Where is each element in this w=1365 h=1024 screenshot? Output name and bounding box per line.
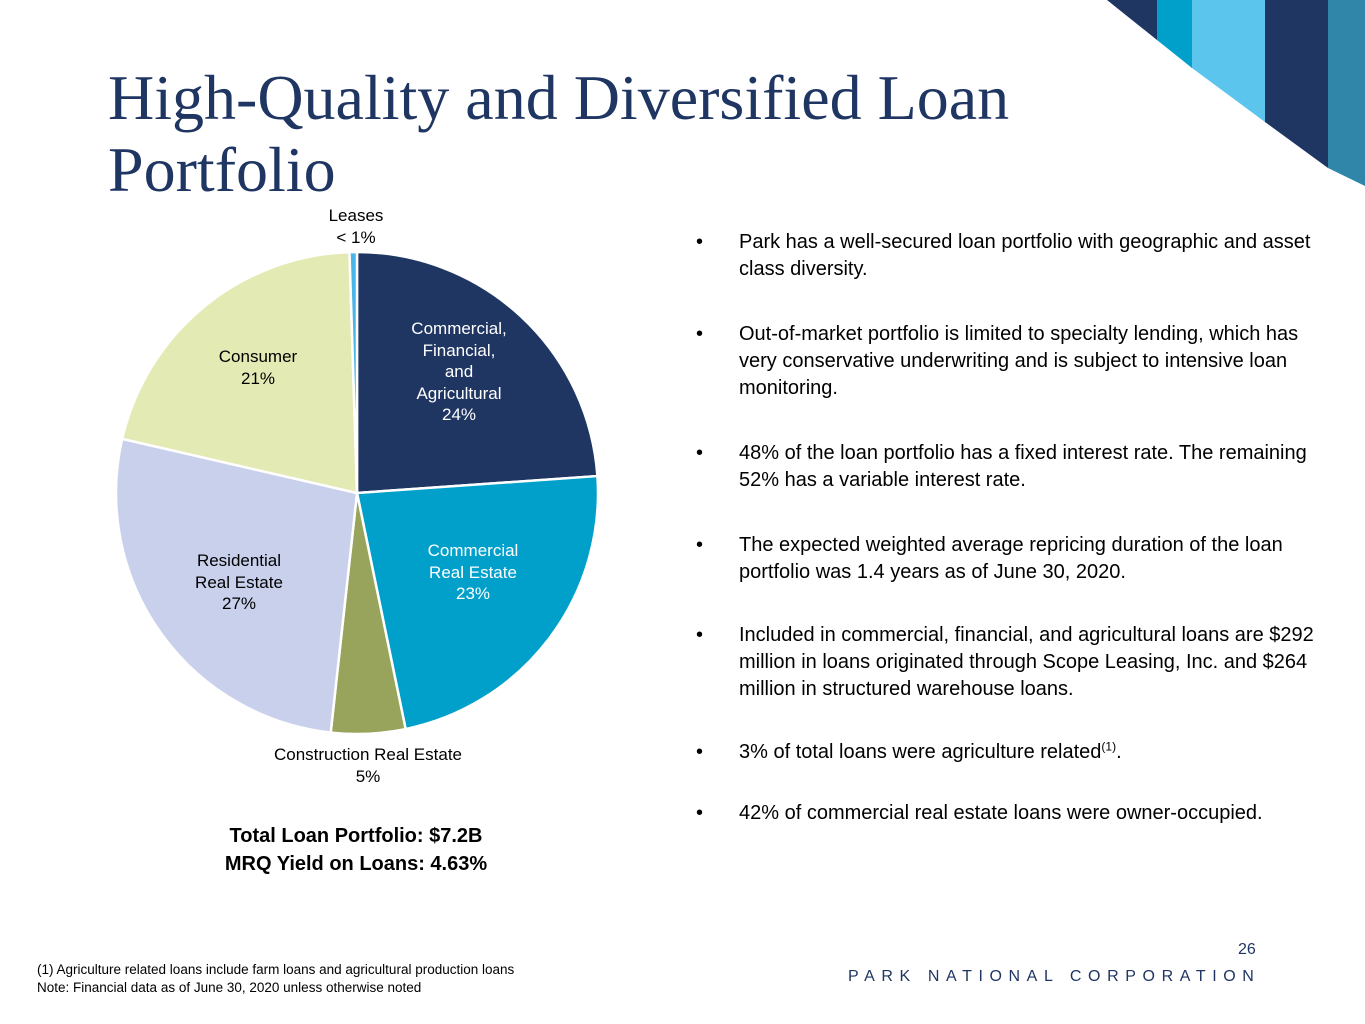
label-residential-pct: 27% <box>221 594 257 613</box>
page-title: High-Quality and Diversified Loan Portfo… <box>108 62 1010 205</box>
bullet-text: 48% of the loan portfolio has a fixed in… <box>739 442 1307 491</box>
label-leases-pct: < 1% <box>336 228 376 247</box>
pie-slice-leases <box>348 250 359 494</box>
footnote-1: (1) Agriculture related loans include fa… <box>37 962 515 977</box>
portfolio-totals: Total Loan Portfolio: $7.2B MRQ Yield on… <box>150 822 562 878</box>
corner-stripes-graphic <box>1107 0 1365 186</box>
bullet-tail: . <box>1116 741 1122 763</box>
bullet-item: • Out-of-market portfolio is limited to … <box>696 321 1336 402</box>
stripe-slate <box>1328 0 1365 186</box>
bullet-list: • Park has a well-secured loan portfolio… <box>696 229 1336 827</box>
bullet-dot: • <box>696 741 704 763</box>
label-cfa-line3: and <box>444 362 474 381</box>
stripe-teal <box>1157 0 1192 68</box>
label-consumer-name: Consumer <box>218 347 298 366</box>
label-cre-line2: Real Estate <box>429 562 517 582</box>
footnote-note: Note: Financial data as of June 30, 2020… <box>37 980 422 995</box>
stripe-navy-2 <box>1265 0 1328 168</box>
label-construction-pct: 5% <box>355 767 381 786</box>
stripe-navy-1 <box>1107 0 1157 40</box>
bullet-dot: • <box>696 624 704 646</box>
pie-slice-residential-real-estate <box>114 437 359 734</box>
total-loan-portfolio: Total Loan Portfolio: $7.2B <box>229 825 483 847</box>
label-cre-pct: 23% <box>455 584 491 603</box>
company-name: PARK NATIONAL CORPORATION <box>848 968 1261 985</box>
pie-slice-consumer <box>120 250 359 495</box>
bullet-item: • 42% of commercial real estate loans we… <box>696 800 1336 827</box>
loan-portfolio-pie-chart <box>114 250 600 736</box>
bullet-dot: • <box>696 802 704 824</box>
mrq-yield: MRQ Yield on Loans: 4.63% <box>224 853 488 875</box>
label-residential-line1: Residential <box>196 551 282 570</box>
bullet-text: The expected weighted average repricing … <box>739 534 1283 583</box>
bullet-item: • Included in commercial, financial, and… <box>696 622 1336 703</box>
label-cfa-line1: Commercial, <box>411 319 507 338</box>
bullet-item: • 3% of total loans were agriculture rel… <box>696 739 1336 766</box>
bullet-dot: • <box>696 323 704 345</box>
bullet-text: Park has a well-secured loan portfolio w… <box>739 231 1311 280</box>
bullet-dot: • <box>696 534 704 556</box>
pie-slice-commercial-financial-and-agricultural <box>355 250 599 495</box>
label-residential: Residential Real Estate 27% <box>179 550 299 615</box>
bullet-item: • Park has a well-secured loan portfolio… <box>696 229 1336 283</box>
bullet-item: • 48% of the loan portfolio has a fixed … <box>696 440 1336 494</box>
label-cfa: Commercial, Financial, and Agricultural … <box>399 318 519 426</box>
label-cfa-line2: Financial, <box>422 340 496 360</box>
label-leases: Leases < 1% <box>316 205 396 249</box>
stripe-light-blue <box>1192 0 1265 122</box>
bullet-dot: • <box>696 231 704 253</box>
label-cfa-line4: Agricultural <box>416 383 502 403</box>
label-consumer: Consumer 21% <box>198 346 318 390</box>
footnote-ref: (1) <box>1101 739 1117 754</box>
pie-slice-commercial-real-estate <box>355 474 600 731</box>
label-cfa-pct: 24% <box>441 405 477 424</box>
label-cre-line1: Commercial <box>427 541 519 560</box>
label-residential-line2: Real Estate <box>195 572 283 592</box>
page-number: 26 <box>1238 941 1256 958</box>
bullet-text: Included in commercial, financial, and a… <box>739 624 1314 700</box>
footnotes: (1) Agriculture related loans include fa… <box>37 961 514 997</box>
bullet-dot: • <box>696 442 704 464</box>
bullet-item: • The expected weighted average repricin… <box>696 532 1336 586</box>
label-construction: Construction Real Estate 5% <box>248 744 488 788</box>
label-construction-name: Construction Real Estate <box>273 745 463 764</box>
bullet-text: Out-of-market portfolio is limited to sp… <box>739 323 1299 399</box>
label-leases-name: Leases <box>328 206 384 225</box>
label-consumer-pct: 21% <box>240 369 276 388</box>
bullet-text: 42% of commercial real estate loans were… <box>739 802 1263 824</box>
label-cre: Commercial Real Estate 23% <box>413 540 533 605</box>
bullet-text: 3% of total loans were agriculture relat… <box>739 741 1102 763</box>
